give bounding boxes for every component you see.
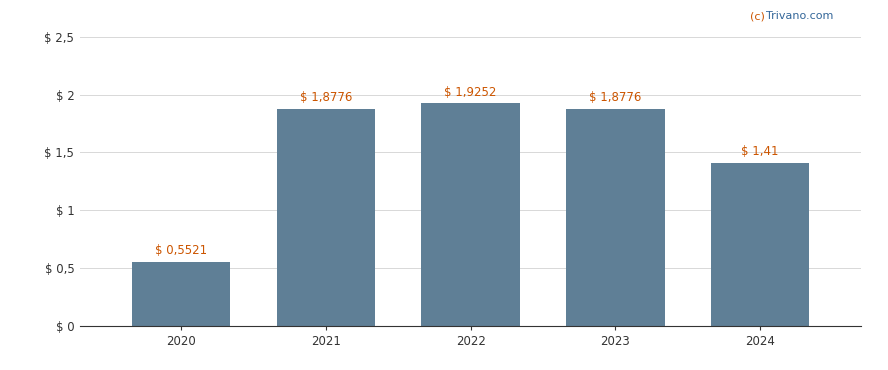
- Bar: [711, 163, 809, 326]
- Text: $ 1,8776: $ 1,8776: [589, 91, 641, 104]
- Text: (c): (c): [750, 11, 769, 21]
- Text: $ 0,5521: $ 0,5521: [155, 244, 207, 257]
- Bar: [422, 103, 519, 326]
- Text: $ 1,9252: $ 1,9252: [445, 86, 496, 99]
- Text: Trivano.com: Trivano.com: [766, 11, 834, 21]
- Bar: [567, 109, 664, 326]
- Bar: [132, 262, 230, 326]
- Text: $ 1,41: $ 1,41: [741, 145, 779, 158]
- Bar: [277, 109, 375, 326]
- Text: $ 1,8776: $ 1,8776: [300, 91, 353, 104]
